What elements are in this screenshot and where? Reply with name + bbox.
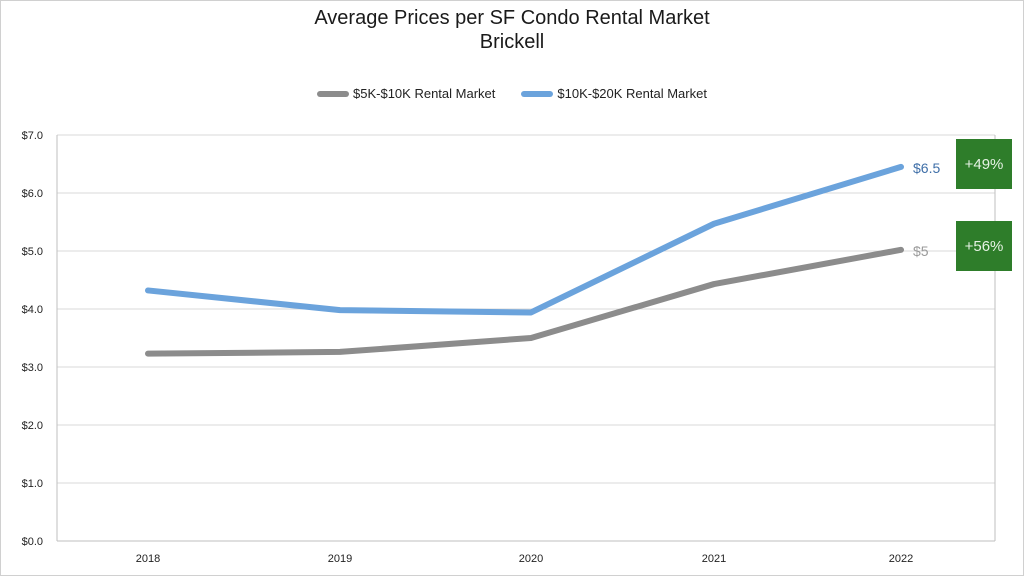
chart-title: Average Prices per SF Condo Rental Marke… xyxy=(0,6,1024,54)
end-value-label: $6.5 xyxy=(913,160,940,176)
legend-label: $5K-$10K Rental Market xyxy=(353,86,496,101)
series-line-1 xyxy=(145,163,904,316)
y-tick-label: $6.0 xyxy=(22,188,43,200)
series-line-0 xyxy=(145,246,904,357)
legend-swatch-blue xyxy=(521,90,554,97)
y-tick-label: $1.0 xyxy=(22,478,43,490)
chart-subtitle: Brickell xyxy=(479,31,545,53)
change-callout-label: +49% xyxy=(964,155,1004,173)
y-tick-label: $2.0 xyxy=(22,420,43,432)
y-tick-label: $3.0 xyxy=(22,362,43,374)
chart-title-line: Average Prices per SF Condo Rental Marke… xyxy=(314,7,710,29)
y-tick-label: $0.0 xyxy=(22,536,43,548)
y-tick-label: $5.0 xyxy=(22,246,43,258)
x-tick-label: 2020 xyxy=(519,553,543,565)
x-tick-label: 2021 xyxy=(702,553,726,565)
x-tick-label: 2018 xyxy=(136,553,160,565)
legend-item-5k-10k: $5K-$10K Rental Market xyxy=(317,86,495,101)
legend-item-10k-20k: $10K-$20K Rental Market xyxy=(521,86,707,101)
legend-swatch-gray xyxy=(317,90,350,97)
legend: $5K-$10K Rental Market $10K-$20K Rental … xyxy=(0,86,1024,101)
change-callout-10k-20k: +49% xyxy=(956,139,1012,189)
end-value-label: $5 xyxy=(913,243,929,259)
y-tick-label: $7.0 xyxy=(22,130,43,142)
x-tick-label: 2019 xyxy=(328,553,352,565)
x-tick-label: 2022 xyxy=(889,553,913,565)
change-callout-label: +56% xyxy=(964,237,1004,255)
change-callout-5k-10k: +56% xyxy=(956,221,1012,271)
legend-label: $10K-$20K Rental Market xyxy=(557,86,707,101)
y-tick-label: $4.0 xyxy=(22,304,43,316)
